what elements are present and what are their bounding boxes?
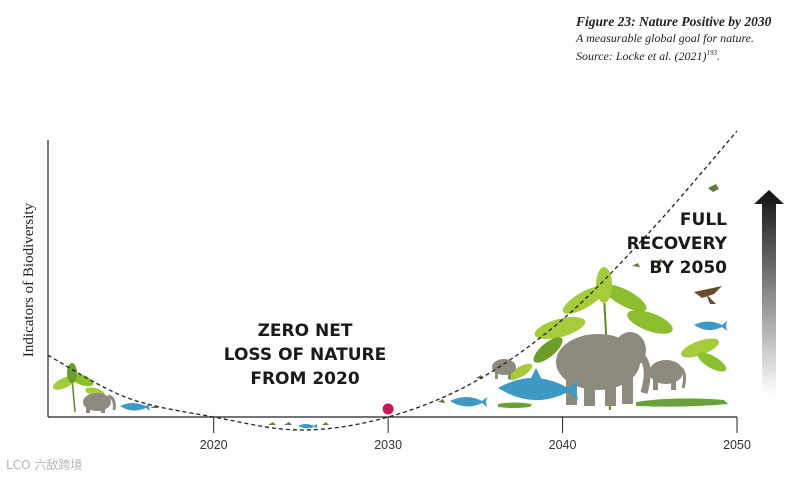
elephant-icon xyxy=(649,360,687,390)
figure-subtitle-text: A measurable global goal for nature. Sou… xyxy=(576,31,754,63)
figure-title: Figure 23: Nature Positive by 2030 xyxy=(576,14,772,29)
shark-icon xyxy=(120,403,150,411)
nature-positive-marker xyxy=(382,403,394,415)
x-axis-ticks: 2020 2030 2040 2050 xyxy=(200,417,751,452)
annotation-line: LOSS OF NATURE xyxy=(224,345,386,365)
annotation-line: RECOVERY xyxy=(627,234,728,254)
annotation-line: FROM 2020 xyxy=(250,369,359,389)
wildlife-illustration-right xyxy=(438,184,728,411)
citation-sup: 193 xyxy=(706,49,718,57)
x-tick-label: 2040 xyxy=(549,438,577,452)
x-tick-label: 2030 xyxy=(374,438,402,452)
elephant-icon xyxy=(83,393,116,413)
annotation-line: BY 2050 xyxy=(649,258,727,278)
watermark: LCO 六敌跨境 xyxy=(6,458,83,472)
crocodile-icon xyxy=(498,398,728,408)
biodiversity-curve xyxy=(47,130,738,431)
annotation-line: FULL xyxy=(680,210,727,230)
mammal-icon xyxy=(492,359,516,379)
annotation-line: ZERO NET xyxy=(258,321,353,341)
annotation-full-recovery: FULL RECOVERY BY 2050 xyxy=(627,210,728,278)
elephant-icon xyxy=(556,332,651,406)
figure-subtitle-end: . xyxy=(717,49,721,63)
wildlife-illustration-left xyxy=(52,363,158,413)
shark-icon xyxy=(450,397,487,407)
upward-arrow-icon xyxy=(754,190,784,395)
x-tick-label: 2050 xyxy=(723,438,751,452)
wildlife-illustration-middle xyxy=(268,422,329,429)
shark-icon xyxy=(694,321,727,331)
bird-icon xyxy=(438,184,719,403)
figure-subtitle: A measurable global goal for nature. Sou… xyxy=(576,31,786,64)
figure-caption: Figure 23: Nature Positive by 2030 A mea… xyxy=(576,14,786,64)
x-tick-label: 2020 xyxy=(200,438,228,452)
shark-icon xyxy=(498,368,578,401)
annotation-zero-net: ZERO NET LOSS OF NATURE FROM 2020 xyxy=(224,321,386,389)
y-axis-label: Indicators of Biodiversity xyxy=(21,202,37,357)
eagle-icon xyxy=(694,286,722,304)
